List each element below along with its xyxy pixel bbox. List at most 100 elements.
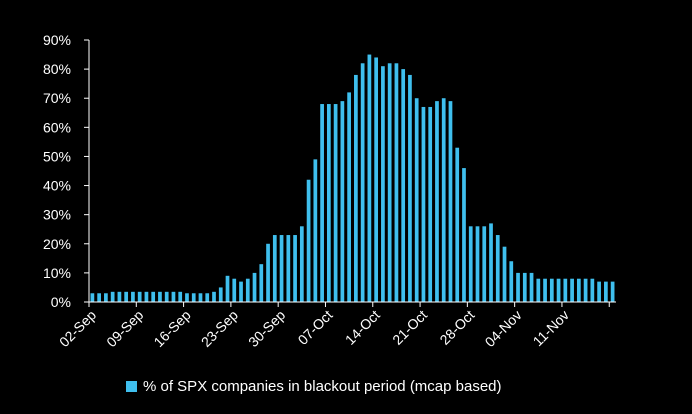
bar bbox=[549, 278, 554, 302]
bar bbox=[144, 291, 149, 302]
bar bbox=[158, 291, 162, 302]
legend: % of SPX companies in blackout period (m… bbox=[126, 378, 502, 395]
bar bbox=[252, 272, 257, 302]
bar bbox=[313, 159, 318, 302]
bar bbox=[272, 235, 277, 302]
bar bbox=[475, 226, 480, 302]
bar bbox=[340, 101, 345, 302]
bar bbox=[360, 63, 365, 302]
bar bbox=[137, 291, 142, 302]
bar bbox=[563, 278, 568, 302]
y-tick-label: 70% bbox=[43, 90, 71, 106]
bar bbox=[266, 243, 270, 302]
y-tick-label: 90% bbox=[43, 32, 71, 48]
bar bbox=[489, 223, 493, 302]
y-tick-label: 80% bbox=[43, 61, 71, 77]
bar bbox=[536, 278, 541, 302]
y-tick-label: 0% bbox=[51, 294, 71, 310]
bar bbox=[299, 226, 304, 302]
bar bbox=[225, 275, 230, 302]
x-tick-label: 28-Oct bbox=[436, 307, 477, 348]
bar bbox=[306, 179, 311, 302]
bar bbox=[381, 66, 385, 302]
bar bbox=[468, 226, 473, 302]
bar bbox=[279, 235, 284, 302]
x-tick-label: 21-Oct bbox=[389, 307, 430, 348]
bar bbox=[212, 291, 216, 302]
bar bbox=[495, 235, 500, 302]
bar bbox=[164, 291, 169, 302]
x-axis-tick-labels: 02-Sep 09-Sep 16-Sep 23-Sep 30-Sep 07-Oct 14-O… bbox=[56, 307, 572, 350]
bar bbox=[198, 293, 203, 302]
bar bbox=[516, 272, 520, 302]
bar bbox=[374, 57, 379, 302]
y-tick-label: 60% bbox=[43, 119, 71, 135]
bar bbox=[354, 74, 358, 303]
bar bbox=[259, 264, 264, 302]
axes bbox=[84, 39, 616, 307]
bar bbox=[604, 281, 608, 302]
bar bbox=[576, 278, 581, 302]
bar bbox=[610, 281, 615, 302]
bar bbox=[522, 272, 527, 302]
bar bbox=[326, 104, 331, 302]
x-tick-label: 04-Nov bbox=[482, 307, 525, 350]
bar bbox=[502, 246, 507, 302]
x-tick-label: 30-Sep bbox=[245, 307, 288, 350]
bar bbox=[293, 235, 297, 302]
bar bbox=[401, 69, 406, 302]
bar bbox=[286, 235, 291, 302]
bar bbox=[529, 272, 534, 302]
bar bbox=[367, 54, 372, 303]
bar bbox=[218, 287, 223, 302]
x-tick-label: 14-Oct bbox=[342, 307, 383, 348]
bar bbox=[171, 291, 176, 302]
bar bbox=[333, 104, 338, 302]
bar bbox=[482, 226, 487, 302]
legend-swatch bbox=[126, 381, 137, 392]
bar bbox=[245, 278, 250, 302]
bar bbox=[151, 291, 156, 302]
bar bbox=[421, 106, 426, 303]
bar bbox=[408, 74, 412, 303]
y-axis-tick-labels: 0% 10% 20% 30% 40% 50% 60% 70% 80% 90% bbox=[43, 32, 71, 310]
x-tick-label: 09-Sep bbox=[103, 307, 146, 350]
bar bbox=[239, 281, 243, 302]
bar bbox=[124, 291, 129, 302]
bar bbox=[509, 261, 514, 302]
bar bbox=[414, 98, 419, 302]
bar bbox=[178, 291, 183, 302]
bar bbox=[455, 147, 460, 302]
y-tick-label: 50% bbox=[43, 148, 71, 164]
bar bbox=[104, 293, 108, 302]
y-tick-label: 20% bbox=[43, 236, 71, 252]
bar bbox=[543, 278, 547, 302]
bar bbox=[462, 168, 466, 302]
bars-group bbox=[90, 54, 615, 303]
x-tick-label: 07-Oct bbox=[295, 307, 336, 348]
bar bbox=[435, 101, 439, 302]
bar bbox=[441, 98, 446, 302]
bar bbox=[394, 63, 399, 302]
legend-label: % of SPX companies in blackout period (m… bbox=[143, 378, 502, 395]
bar bbox=[191, 293, 196, 302]
y-tick-label: 40% bbox=[43, 178, 71, 194]
bar bbox=[570, 278, 574, 302]
bar bbox=[90, 293, 95, 302]
bar bbox=[232, 278, 237, 302]
bar bbox=[387, 63, 392, 302]
y-tick-label: 10% bbox=[43, 265, 71, 281]
bar bbox=[205, 293, 210, 302]
x-tick-label: 23-Sep bbox=[198, 307, 241, 350]
bar bbox=[97, 293, 101, 302]
bar bbox=[448, 101, 453, 302]
x-tick-label: 11-Nov bbox=[530, 307, 572, 349]
x-tick-label: 16-Sep bbox=[150, 307, 193, 350]
bar bbox=[131, 291, 135, 302]
bar bbox=[347, 92, 351, 303]
bar bbox=[583, 278, 588, 302]
y-tick-label: 30% bbox=[43, 207, 71, 223]
bar bbox=[320, 104, 324, 302]
